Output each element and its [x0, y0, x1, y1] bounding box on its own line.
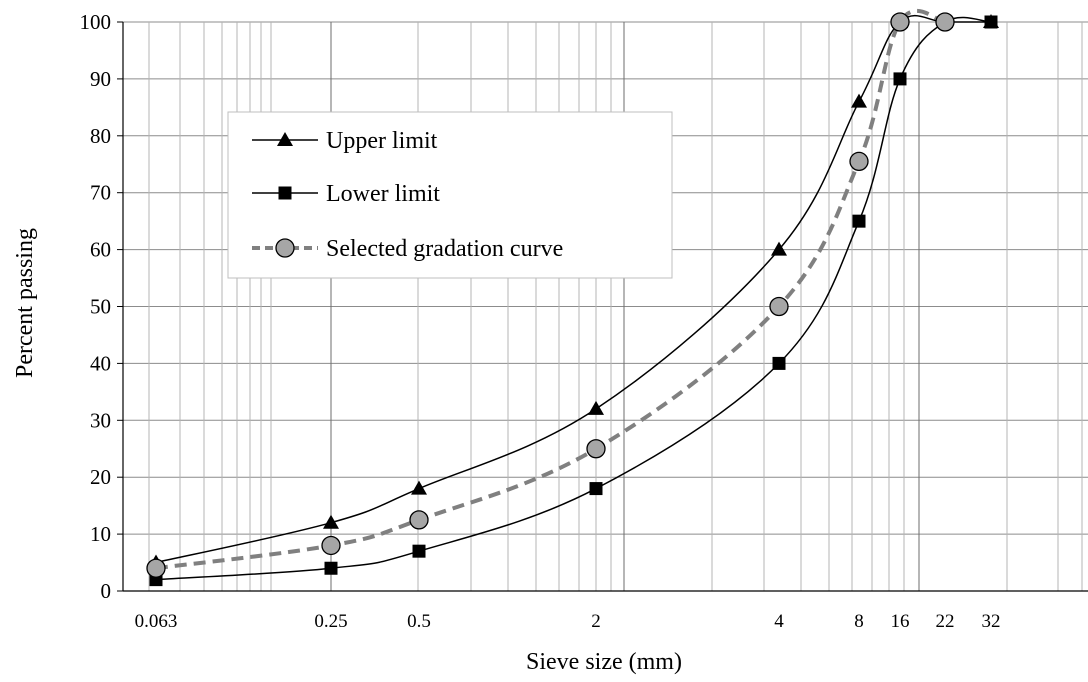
series-1-marker-point [324, 561, 338, 575]
series-line-0 [155, 14, 991, 564]
legend: Upper limit Lower limit Selected gradation… [227, 111, 673, 279]
series-0-marker-point [323, 514, 339, 529]
legend-marker-1 [278, 186, 292, 200]
y-tick-label: 100 [80, 10, 112, 34]
x-tick-label: 2 [591, 611, 601, 632]
x-tick-label: 0.063 [135, 611, 178, 632]
series-line-2 [155, 8, 946, 571]
y-tick-label: 40 [90, 351, 111, 375]
x-tick-label: 16 [891, 611, 910, 632]
x-tick-label: 0.25 [314, 611, 347, 632]
tick-labels: 0 10 20 30 40 50 60 70 80 90 100 0.063 0.25 0.5 2 4 8 16 2… [80, 10, 1001, 632]
x-tick-label: 32 [982, 611, 1001, 632]
x-axis-title: Sieve size (mm) [526, 649, 682, 675]
legend-marker-2 [275, 238, 295, 258]
y-tick-label: 10 [90, 522, 111, 546]
x-tick-label: 8 [854, 611, 864, 632]
series-2-marker-point [409, 510, 429, 530]
y-tick-label: 70 [90, 181, 111, 205]
y-tick-label: 60 [90, 238, 111, 262]
x-tick-label: 0.5 [407, 611, 431, 632]
y-tick-label: 0 [101, 579, 112, 603]
legend-label-2: Selected gradation curve [326, 236, 563, 262]
series-2-marker-point [935, 12, 955, 32]
y-tick-label: 30 [90, 408, 111, 432]
x-tick-label: 4 [774, 611, 784, 632]
y-tick-label: 80 [90, 124, 111, 148]
series-2-marker-point [321, 535, 341, 556]
series-2-marker-point [849, 151, 869, 172]
legend-label-0: Upper limit [326, 128, 438, 154]
x-tick-label: 22 [936, 611, 955, 632]
series-2-marker-point [146, 558, 166, 578]
series-1-marker-point [772, 356, 786, 370]
series-line-1 [155, 16, 992, 581]
series-1-marker-point [984, 15, 998, 29]
series-1-marker-point [412, 544, 426, 558]
series-0-marker-point [771, 241, 787, 256]
series-0-marker-point [411, 480, 427, 495]
y-tick-label: 90 [90, 67, 111, 91]
series-1-marker-point [852, 214, 866, 228]
grid-lines [123, 21, 1088, 592]
y-tick-label: 20 [90, 465, 111, 489]
series-1-marker-point [893, 72, 907, 86]
legend-marker-0 [277, 132, 293, 146]
legend-label-1: Lower limit [326, 181, 440, 207]
series-lines [155, 8, 992, 581]
series-2-marker-point [586, 439, 606, 459]
series-2-marker-point [890, 12, 910, 32]
y-axis-title: Percent passing [12, 228, 38, 378]
series-0-marker-point [588, 400, 604, 415]
series-2-marker-point [769, 296, 789, 317]
series-0-marker-point [851, 93, 867, 108]
series-markers [146, 12, 999, 587]
series-1-marker-point [589, 482, 603, 496]
axes [117, 21, 1088, 592]
y-tick-label: 50 [90, 295, 111, 319]
